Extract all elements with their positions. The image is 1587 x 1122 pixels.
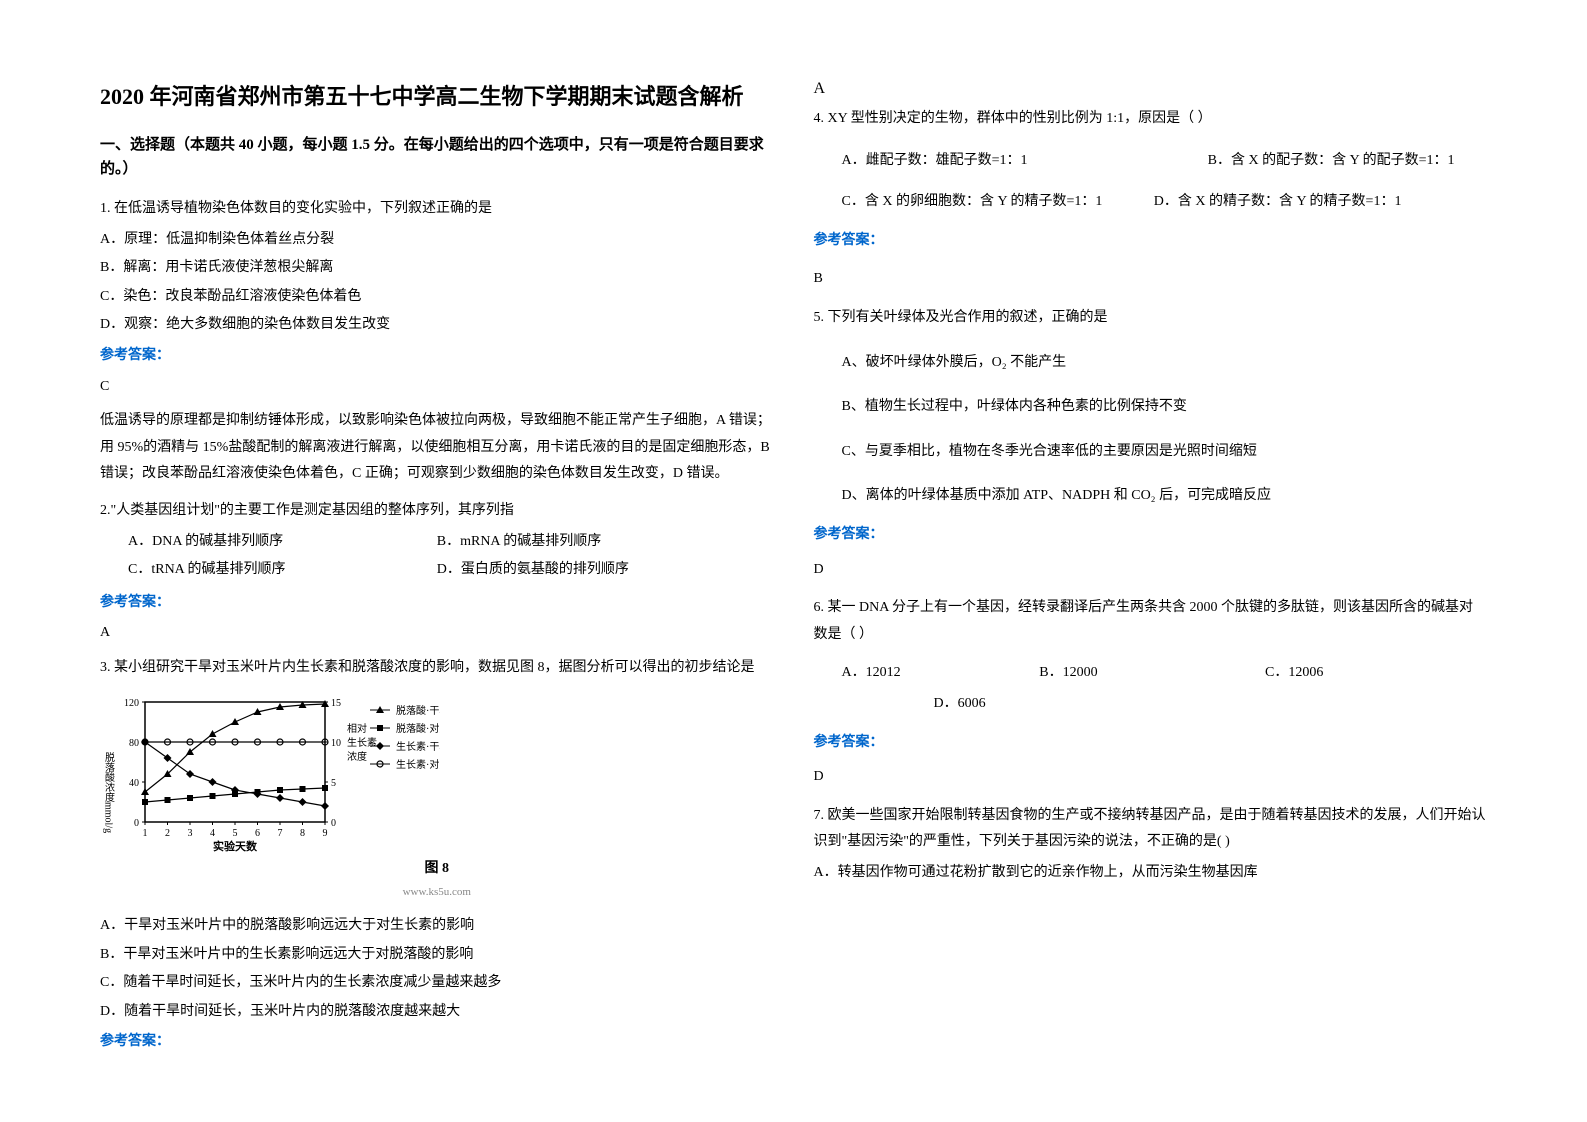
- svg-text:生长素·干旱: 生长素·干旱: [396, 740, 440, 753]
- svg-text:5: 5: [233, 828, 238, 839]
- q1-answer-label: 参考答案：: [100, 343, 774, 370]
- q1-opt-d: D．观察：绝大多数细胞的染色体数目发生改变: [100, 312, 774, 339]
- svg-text:相对: 相对: [347, 722, 367, 735]
- q6-opt-c: C．12006: [1265, 660, 1323, 687]
- q5-text: 5. 下列有关叶绿体及光合作用的叙述，正确的是: [814, 305, 1488, 332]
- svg-text:实验天数: 实验天数: [213, 839, 258, 852]
- svg-text:生长素·对照: 生长素·对照: [396, 758, 440, 771]
- q1-answer: C: [100, 374, 774, 401]
- q4-opt-a: A．雌配子数：雄配子数=1：1: [814, 148, 1205, 175]
- q6-opt-b: B．12000: [1039, 660, 1261, 687]
- svg-text:120: 120: [124, 698, 139, 709]
- q1-opt-c: C．染色：改良苯酚品红溶液使染色体着色: [100, 284, 774, 311]
- q3-opt-b: B．干旱对玉米叶片中的生长素影响远远大于对脱落酸的影响: [100, 942, 774, 969]
- section-header: 一、选择题（本题共 40 小题，每小题 1.5 分。在每小题给出的四个选项中，只…: [100, 133, 774, 181]
- svg-text:脱落酸浓度mmol/g: 脱落酸浓度mmol/g: [103, 750, 115, 832]
- q6-answer-label: 参考答案：: [814, 730, 1488, 757]
- svg-text:0: 0: [331, 818, 336, 829]
- q2-opt-b: B．mRNA 的碱基排列顺序: [437, 529, 774, 556]
- q2-text: 2."人类基因组计划"的主要工作是测定基因组的整体序列，其序列指: [100, 498, 774, 525]
- svg-text:3: 3: [188, 828, 193, 839]
- q7-opt-a: A．转基因作物可通过花粉扩散到它的近亲作物上，从而污染生物基因库: [814, 860, 1488, 887]
- right-column: A 4. XY 型性别决定的生物，群体中的性别比例为 1:1，原因是（ ） A．…: [814, 80, 1488, 1042]
- svg-text:6: 6: [255, 828, 260, 839]
- svg-text:9: 9: [323, 828, 328, 839]
- q2-opt-a: A．DNA 的碱基排列顺序: [100, 529, 437, 556]
- question-7: 7. 欧美一些国家开始限制转基因食物的生产或不接纳转基因产品，是由于随着转基因技…: [814, 803, 1488, 887]
- chart-svg: 0 40 80 120 0 5 10 15 1 2 3 4 5 6 7 8 9 实验天数 脱落酸浓度mmol/g 相对…: [100, 692, 440, 852]
- q1-opt-a: A．原理：低温抑制染色体着丝点分裂: [100, 227, 774, 254]
- svg-text:1: 1: [143, 828, 148, 839]
- svg-text:80: 80: [129, 738, 139, 749]
- q4-text: 4. XY 型性别决定的生物，群体中的性别比例为 1:1，原因是（ ）: [814, 106, 1488, 133]
- chart-caption: 图 8: [100, 856, 774, 883]
- q3-answer-label: 参考答案：: [100, 1029, 774, 1056]
- q4-opt-d: D．含 X 的精子数：含 Y 的精子数=1：1: [1154, 194, 1402, 209]
- svg-text:浓度: 浓度: [347, 750, 367, 763]
- svg-text:5: 5: [331, 778, 336, 789]
- q5-answer-label: 参考答案：: [814, 522, 1488, 549]
- svg-text:2: 2: [165, 828, 170, 839]
- q7-text: 7. 欧美一些国家开始限制转基因食物的生产或不接纳转基因产品，是由于随着转基因技…: [814, 803, 1488, 856]
- q6-opt-d: D．6006: [934, 691, 986, 718]
- q5-opt-b: B、植物生长过程中，叶绿体内各种色素的比例保持不变: [814, 394, 1488, 421]
- question-6: 6. 某一 DNA 分子上有一个基因，经转录翻译后产生两条共含 2000 个肽键…: [814, 595, 1488, 791]
- svg-text:10: 10: [331, 738, 341, 749]
- q5-opt-d: D、离体的叶绿体基质中添加 ATP、NADPH 和 CO₂ 后，可完成暗反应: [814, 483, 1488, 510]
- q3-text: 3. 某小组研究干旱对玉米叶片内生长素和脱落酸浓度的影响，数据见图 8，据图分析…: [100, 655, 774, 682]
- svg-text:脱落酸·对照: 脱落酸·对照: [396, 722, 440, 735]
- left-column: 2020 年河南省郑州市第五十七中学高二生物下学期期末试题含解析 一、选择题（本…: [100, 80, 774, 1042]
- q3-answer: A: [814, 80, 1488, 98]
- document-title: 2020 年河南省郑州市第五十七中学高二生物下学期期末试题含解析: [100, 80, 774, 113]
- q1-opt-b: B．解离：用卡诺氏液使洋葱根尖解离: [100, 255, 774, 282]
- q4-answer-label: 参考答案：: [814, 228, 1488, 255]
- question-2: 2."人类基因组计划"的主要工作是测定基因组的整体序列，其序列指 A．DNA 的…: [100, 498, 774, 647]
- question-1: 1. 在低温诱导植物染色体数目的变化实验中，下列叙述正确的是 A．原理：低温抑制…: [100, 196, 774, 488]
- q4-opt-c: C．含 X 的卵细胞数：含 Y 的精子数=1：1: [814, 189, 1151, 216]
- q2-answer: A: [100, 620, 774, 647]
- q1-explanation: 低温诱导的原理都是抑制纺锤体形成，以致影响染色体被拉向两极，导致细胞不能正常产生…: [100, 408, 774, 488]
- q4-answer: B: [814, 266, 1488, 293]
- q5-answer: D: [814, 557, 1488, 584]
- q4-opt-b: B．含 X 的配子数：含 Y 的配子数=1：1: [1208, 153, 1455, 168]
- q5-opt-a: A、破坏叶绿体外膜后，O₂ 不能产生: [814, 350, 1488, 377]
- svg-text:8: 8: [300, 828, 305, 839]
- question-5: 5. 下列有关叶绿体及光合作用的叙述，正确的是 A、破坏叶绿体外膜后，O₂ 不能…: [814, 305, 1488, 583]
- question-4: 4. XY 型性别决定的生物，群体中的性别比例为 1:1，原因是（ ） A．雌配…: [814, 106, 1488, 293]
- q3-chart: 0 40 80 120 0 5 10 15 1 2 3 4 5 6 7 8 9 实验天数 脱落酸浓度mmol/g 相对…: [100, 692, 774, 903]
- svg-text:生长素: 生长素: [347, 736, 377, 749]
- q1-text: 1. 在低温诱导植物染色体数目的变化实验中，下列叙述正确的是: [100, 196, 774, 223]
- svg-text:7: 7: [278, 828, 283, 839]
- chart-source: www.ks5u.com: [100, 882, 774, 903]
- svg-text:0: 0: [134, 818, 139, 829]
- svg-text:脱落酸·干旱: 脱落酸·干旱: [396, 704, 440, 717]
- q2-opt-c: C．tRNA 的碱基排列顺序: [100, 557, 437, 584]
- svg-text:4: 4: [210, 828, 215, 839]
- q3-opt-a: A．干旱对玉米叶片中的脱落酸影响远远大于对生长素的影响: [100, 913, 774, 940]
- q6-text: 6. 某一 DNA 分子上有一个基因，经转录翻译后产生两条共含 2000 个肽键…: [814, 595, 1488, 648]
- svg-text:40: 40: [129, 778, 139, 789]
- q6-opt-a: A．12012: [814, 660, 1036, 687]
- svg-text:15: 15: [331, 698, 341, 709]
- q5-opt-c: C、与夏季相比，植物在冬季光合速率低的主要原因是光照时间缩短: [814, 439, 1488, 466]
- q2-answer-label: 参考答案：: [100, 590, 774, 617]
- q3-opt-c: C．随着干旱时间延长，玉米叶片内的生长素浓度减少量越来越多: [100, 970, 774, 997]
- q3-opt-d: D．随着干旱时间延长，玉米叶片内的脱落酸浓度越来越大: [100, 999, 774, 1026]
- q6-answer: D: [814, 764, 1488, 791]
- q2-opt-d: D．蛋白质的氨基酸的排列顺序: [437, 557, 774, 584]
- question-3: 3. 某小组研究干旱对玉米叶片内生长素和脱落酸浓度的影响，数据见图 8，据图分析…: [100, 655, 774, 1056]
